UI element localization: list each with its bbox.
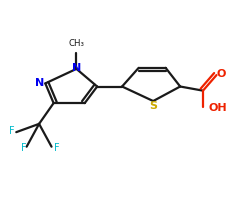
Text: S: S xyxy=(149,101,157,111)
Text: CH₃: CH₃ xyxy=(68,39,84,48)
Text: F: F xyxy=(9,126,15,136)
Text: OH: OH xyxy=(209,103,227,113)
Text: O: O xyxy=(216,69,226,79)
Text: F: F xyxy=(54,143,60,153)
Text: N: N xyxy=(72,63,81,73)
Text: N: N xyxy=(35,78,44,88)
Text: F: F xyxy=(21,143,26,153)
